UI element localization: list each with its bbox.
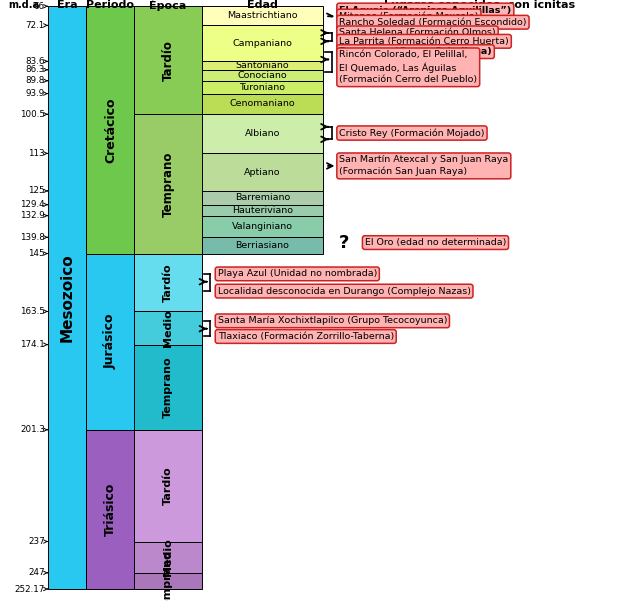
Text: 100.5: 100.5: [20, 110, 45, 119]
Text: Mitepec (Formación Mexcala): Mitepec (Formación Mexcala): [339, 11, 479, 21]
Text: 174.1: 174.1: [20, 340, 45, 349]
Bar: [202, 205, 323, 216]
Bar: [86, 6, 134, 254]
Text: Temprano: Temprano: [163, 356, 173, 418]
Text: Época: Época: [149, 0, 187, 11]
Text: Temprano: Temprano: [161, 151, 175, 216]
Text: 125: 125: [28, 186, 45, 195]
Bar: [134, 254, 202, 311]
Text: Rancho Soledad (Formación Escondido): Rancho Soledad (Formación Escondido): [339, 17, 527, 26]
Text: Turoniano: Turoniano: [239, 83, 285, 92]
Bar: [134, 430, 202, 542]
Text: 145: 145: [28, 249, 45, 258]
Text: 93.9: 93.9: [26, 89, 45, 98]
Text: Fronteras (Grupo Cabullona): Fronteras (Grupo Cabullona): [339, 47, 492, 56]
Text: Era: Era: [57, 0, 77, 10]
Bar: [202, 6, 323, 25]
Bar: [86, 430, 134, 589]
Text: Barremiano: Barremiano: [235, 194, 290, 203]
Text: Rincón Colorado, El Pelillal,
El Quemado, Las Águilas
(Formación Cerro del Puebl: Rincón Colorado, El Pelillal, El Quemado…: [339, 50, 477, 84]
Text: Aptiano: Aptiano: [244, 168, 281, 177]
Text: Tardío: Tardío: [163, 466, 173, 505]
Text: Playa Azul (Unidad no nombrada): Playa Azul (Unidad no nombrada): [218, 269, 377, 278]
Text: 237: 237: [28, 537, 45, 546]
Text: Tardío: Tardío: [163, 263, 173, 302]
Text: El Oro (edad no determinada): El Oro (edad no determinada): [365, 238, 506, 247]
Text: 129.4: 129.4: [20, 200, 45, 209]
Text: Conociano: Conociano: [237, 71, 287, 80]
Text: 86.3: 86.3: [26, 66, 45, 75]
Text: Campaniano: Campaniano: [232, 39, 292, 48]
Bar: [202, 61, 323, 70]
Bar: [134, 6, 202, 114]
Text: Triásico: Triásico: [104, 483, 117, 536]
Text: 72.1: 72.1: [26, 21, 45, 30]
Text: 132.9: 132.9: [20, 211, 45, 220]
Text: m.d.a: m.d.a: [8, 0, 39, 10]
Text: Santa María Xochixtlapilco (Grupo Tecocoyunca): Santa María Xochixtlapilco (Grupo Tecoco…: [218, 316, 447, 325]
Text: Localidad desconocida en Durango (Complejo Nazas): Localidad desconocida en Durango (Comple…: [218, 287, 470, 296]
Text: 201.3: 201.3: [20, 426, 45, 435]
Bar: [202, 153, 323, 191]
Text: Cristo Rey (Formación Mojado): Cristo Rey (Formación Mojado): [339, 128, 484, 138]
Text: Berriasiano: Berriasiano: [236, 241, 289, 250]
Text: 252.17: 252.17: [15, 585, 45, 594]
Text: Santa Helena (Formación Olmos): Santa Helena (Formación Olmos): [339, 28, 496, 37]
Bar: [202, 114, 323, 153]
Text: 66: 66: [34, 2, 45, 11]
Text: 247: 247: [28, 569, 45, 578]
Bar: [134, 344, 202, 430]
Bar: [202, 81, 323, 94]
Text: Medio: Medio: [163, 309, 173, 347]
Text: El Aguaje (“Arenisca Aguilillas”): El Aguaje (“Arenisca Aguilillas”): [339, 5, 511, 14]
Text: Periodo: Periodo: [86, 0, 134, 10]
Text: Lugares conocidos  con icnitas: Lugares conocidos con icnitas: [385, 0, 575, 10]
Bar: [134, 114, 202, 254]
Text: Tlaxiaco (Formación Zorrillo-Taberna): Tlaxiaco (Formación Zorrillo-Taberna): [218, 332, 394, 341]
Text: Santoniano: Santoniano: [236, 61, 289, 70]
Text: ?: ?: [339, 234, 349, 252]
Text: Cretácico: Cretácico: [104, 97, 117, 163]
Bar: [48, 6, 86, 589]
Bar: [134, 311, 202, 344]
Text: 163.5: 163.5: [20, 307, 45, 316]
Text: San Martín Atexcal y San Juan Raya
(Formación San Juan Raya): San Martín Atexcal y San Juan Raya (Form…: [339, 155, 508, 177]
Text: Maastrichtiano: Maastrichtiano: [227, 11, 298, 20]
Bar: [202, 25, 323, 61]
Text: Edad: Edad: [247, 0, 278, 10]
Bar: [202, 70, 323, 81]
Bar: [202, 191, 323, 205]
Text: Jurásico: Jurásico: [104, 314, 117, 370]
Text: La Parrita (Formación Cerro Huerta): La Parrita (Formación Cerro Huerta): [339, 37, 509, 46]
Text: 83.6: 83.6: [26, 57, 45, 66]
Bar: [202, 94, 323, 114]
Text: 139.8: 139.8: [20, 233, 45, 242]
Bar: [86, 254, 134, 430]
Text: Medio: Medio: [163, 538, 173, 576]
Bar: [202, 216, 323, 237]
Text: Tardío: Tardío: [161, 40, 175, 81]
Bar: [134, 542, 202, 573]
Text: Hauteriviano: Hauteriviano: [232, 206, 293, 215]
Text: Cenomaniano: Cenomaniano: [230, 99, 295, 108]
Text: Temprano: Temprano: [163, 550, 173, 601]
Text: Albiano: Albiano: [244, 129, 280, 138]
Text: 89.8: 89.8: [26, 76, 45, 85]
Text: Valanginiano: Valanginiano: [232, 222, 293, 231]
Text: 113: 113: [28, 149, 45, 158]
Bar: [134, 573, 202, 589]
Bar: [202, 237, 323, 254]
Text: Mesozoico: Mesozoico: [60, 254, 75, 342]
